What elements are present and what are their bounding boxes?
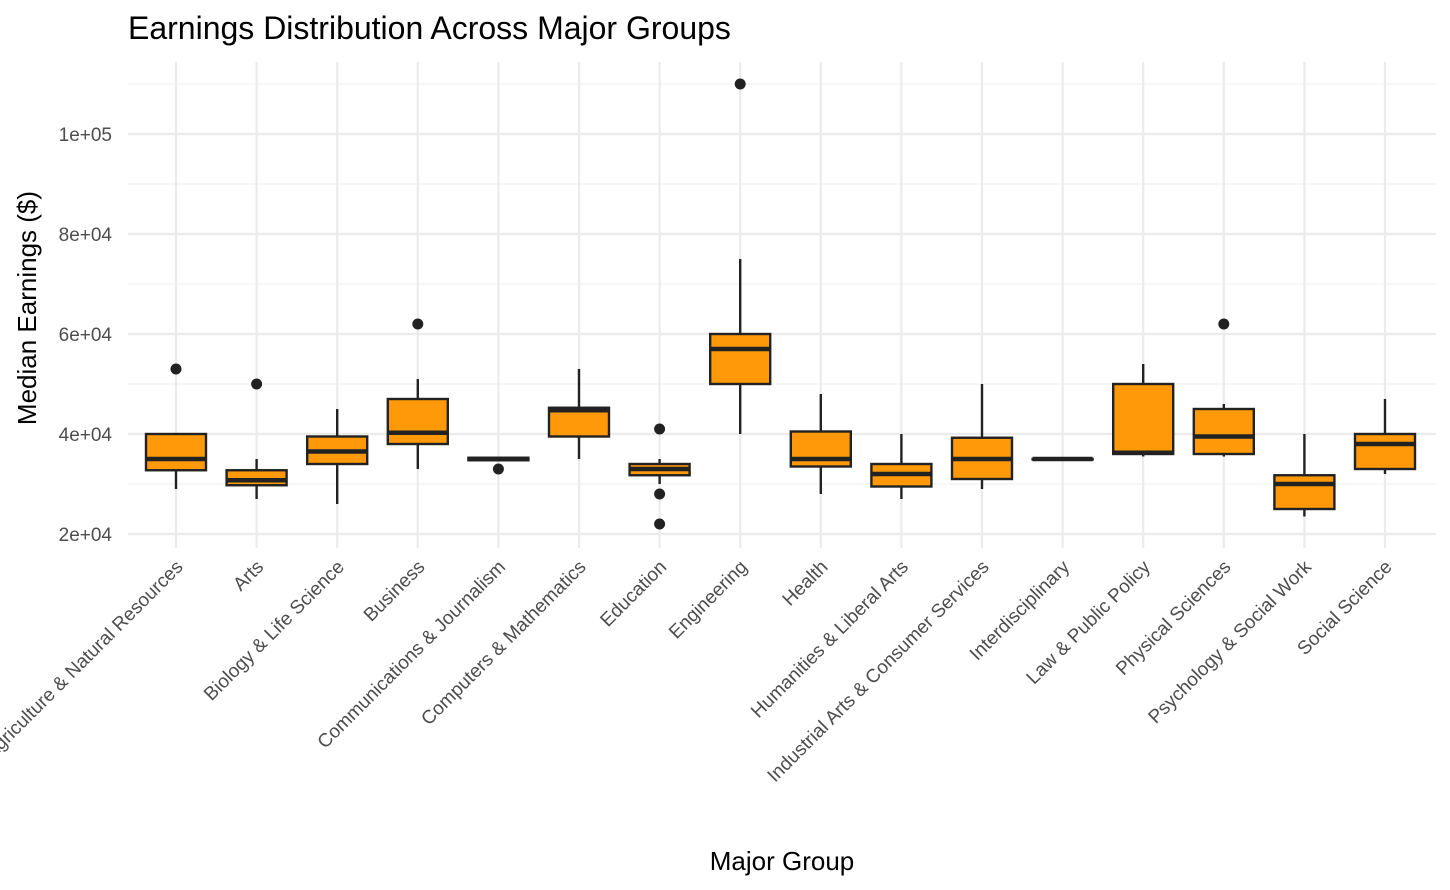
box-12 xyxy=(1031,456,1094,462)
box-4 xyxy=(386,318,449,469)
box-1 xyxy=(144,363,208,489)
box-7 xyxy=(628,423,691,530)
y-tick-label: 2e+04 xyxy=(59,525,113,546)
box-body xyxy=(709,332,772,386)
x-axis-title: Major Group xyxy=(710,846,855,876)
chart-title: Earnings Distribution Across Major Group… xyxy=(128,10,731,46)
outlier-point xyxy=(492,463,504,475)
outlier-point xyxy=(170,363,182,375)
box-body xyxy=(1192,407,1256,456)
outlier-point xyxy=(734,78,746,90)
box-body xyxy=(144,432,208,472)
outlier-point xyxy=(654,423,666,435)
outlier-point xyxy=(251,378,263,390)
box-8 xyxy=(709,78,772,434)
y-tick-label: 1e+05 xyxy=(59,125,112,146)
x-tick-label: Education xyxy=(597,557,672,632)
box-body xyxy=(225,469,288,487)
x-tick-label: Health xyxy=(779,557,833,611)
outlier-point xyxy=(412,318,424,330)
y-tick-label: 4e+04 xyxy=(59,425,113,446)
x-tick-label: Agriculture & Natural Resources xyxy=(0,557,188,764)
box-body xyxy=(1353,432,1417,471)
box-14 xyxy=(1192,318,1256,457)
outlier-point xyxy=(1218,318,1230,330)
box-15 xyxy=(1273,434,1336,517)
outlier-point xyxy=(654,518,666,530)
box-5 xyxy=(467,456,530,475)
box-body xyxy=(1111,382,1175,456)
tick-layer: 2e+04 4e+04 6e+04 8e+04 1e+05 Agriculture & N… xyxy=(0,125,1397,787)
box-2 xyxy=(225,378,288,499)
box-11 xyxy=(950,384,1014,489)
box-body xyxy=(547,406,611,438)
y-axis-title: Median Earnings ($) xyxy=(12,191,42,425)
grid-layer xyxy=(128,62,1436,548)
box-10 xyxy=(870,434,933,499)
x-tick-label: Biology & Life Science xyxy=(200,557,349,706)
box-9 xyxy=(789,394,852,494)
y-tick-label: 8e+04 xyxy=(59,225,113,246)
x-tick-label: Arts xyxy=(229,557,268,596)
box-3 xyxy=(306,409,369,504)
box-13 xyxy=(1111,364,1175,457)
x-tick-label: Engineering xyxy=(665,557,752,644)
x-tick-label: Business xyxy=(360,557,429,626)
box-body xyxy=(1273,474,1336,511)
x-tick-label: Humanities & Liberal Arts xyxy=(747,557,913,723)
box-layer xyxy=(144,78,1417,530)
box-16 xyxy=(1353,399,1417,474)
x-tick-label: Psychology & Social Work xyxy=(1145,556,1317,728)
y-tick-label: 6e+04 xyxy=(59,325,113,346)
x-tick-label: Computers & Mathematics xyxy=(417,557,590,730)
box-body xyxy=(386,397,449,446)
outlier-point xyxy=(654,488,666,500)
box-6 xyxy=(547,369,611,459)
